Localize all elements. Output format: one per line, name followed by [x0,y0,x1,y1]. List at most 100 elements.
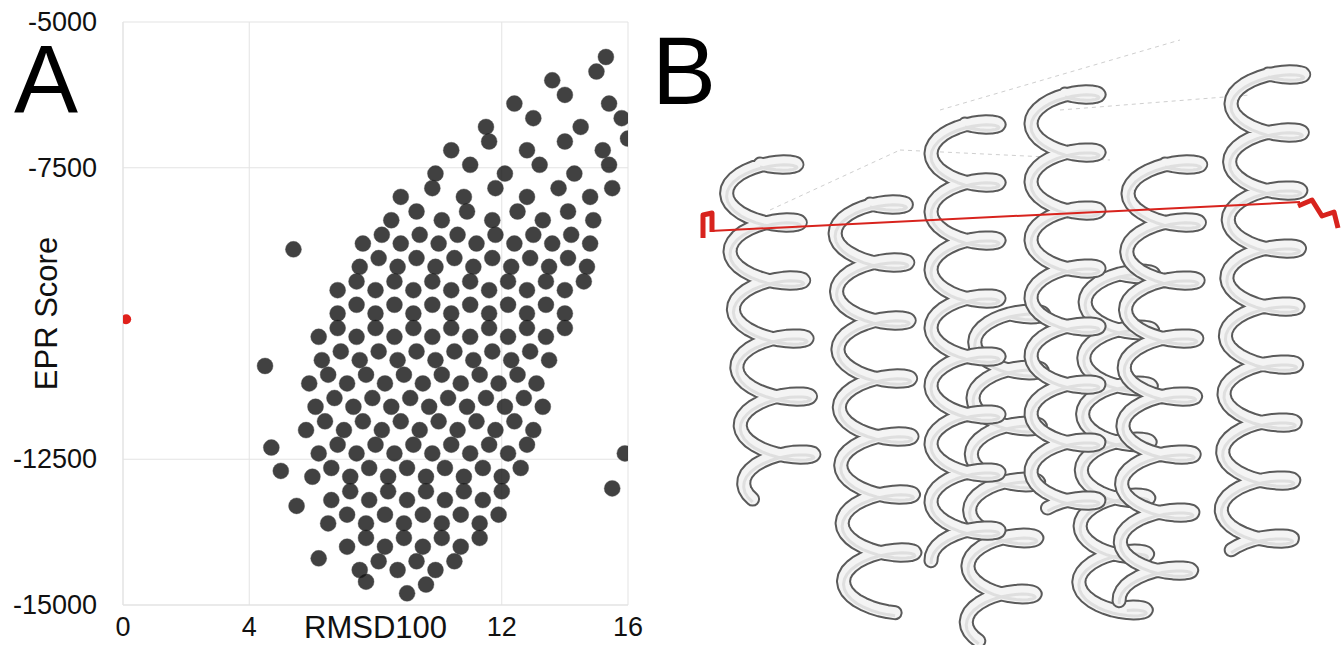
scatter-point [421,399,437,415]
scatter-point [557,282,573,298]
scatter-point [478,119,494,135]
scatter-point [371,250,387,266]
x-grid-line [249,22,250,605]
scatter-point [330,282,346,298]
scatter-point [386,329,402,345]
scatter-point [349,329,365,345]
scatter-point [478,390,494,406]
scatter-point [582,189,598,205]
scatter-point [415,375,431,391]
distance-line [710,202,1300,231]
scatter-point [535,212,551,228]
x-tick-label: 0 [115,612,130,642]
scatter-point [560,250,576,266]
scatter-point [585,212,601,228]
scatter-point [405,306,421,322]
scatter-point [424,297,440,313]
scatter-point [349,297,365,313]
scatter-point [320,515,336,531]
scatter-point [371,343,387,359]
scatter-point [503,352,519,368]
scatter-point [462,445,478,461]
scatter-point [364,390,380,406]
scatter-point [604,180,620,196]
scatter-point [409,553,425,569]
scatter-point [519,320,535,336]
scatter-point [525,110,541,126]
scatter-point [427,166,443,182]
scatter-point [352,352,368,368]
scatter-point [409,203,425,219]
scatter-point [494,469,510,485]
scatter-point [544,236,560,252]
scatter-point [326,390,342,406]
scatter-point [604,480,620,496]
scatter-point [456,469,472,485]
scatter-point [443,282,459,298]
scatter-point [563,227,579,243]
scatter-point [396,515,412,531]
scatter-point [487,227,503,243]
panel-label: B [652,17,716,124]
scatter-point [289,498,305,514]
scatter-point [399,585,415,601]
scatter-point [481,437,497,453]
scatter-point [560,203,576,219]
scatter-point [497,399,513,415]
scatter-point [298,422,314,438]
scatter-point [396,367,412,383]
scatter-point [506,96,522,112]
scatter-point [377,507,393,523]
helix [1031,92,1099,511]
helix [1221,72,1303,553]
scatter-point [481,320,497,336]
scatter-point [383,399,399,415]
scatter-point [557,320,573,336]
scatter-point [462,157,478,173]
scatter-point [437,460,453,476]
scatter-point [358,530,374,546]
scatter-point [361,460,377,476]
scatter-point [311,550,327,566]
scatter-point [418,483,434,499]
scatter-point [557,306,573,322]
scatter-point [314,352,330,368]
scatter-point [390,259,406,275]
spin-label [703,213,712,238]
scatter-point [358,367,374,383]
scatter-point [311,329,327,345]
scatter-point [434,367,450,383]
scatter-point [427,352,443,368]
y-tick-label: -15000 [13,590,97,620]
scatter-point [358,515,374,531]
scatter-point [494,483,510,499]
scatter-point [390,352,406,368]
scatter-point [349,445,365,461]
scatter-point [601,157,617,173]
scatter-point [462,329,478,345]
y-grid-line [123,459,628,460]
scatter-point [434,212,450,228]
scatter-point [484,343,500,359]
scatter-point [339,375,355,391]
scatter-point [399,492,415,508]
figure: -15000-12500-7500-5000041216RMSD100EPR S… [0,0,1344,645]
scatter-point [481,306,497,322]
scatter-point [443,437,459,453]
scatter-point [336,422,352,438]
panel-a: -15000-12500-7500-5000041216RMSD100EPR S… [13,7,643,645]
scatter-point [342,469,358,485]
scatter-point [538,297,554,313]
scatter-point [415,507,431,523]
scatter-point [522,250,538,266]
scatter-point [317,413,333,429]
scatter-point [311,445,327,461]
scatter-point [481,282,497,298]
scatter-point [576,273,592,289]
scatter-point [588,64,604,80]
scatter-point [339,507,355,523]
scatter-point [532,157,548,173]
scatter-point [427,562,443,578]
scatter-point [427,259,443,275]
scatter-point [544,72,560,88]
